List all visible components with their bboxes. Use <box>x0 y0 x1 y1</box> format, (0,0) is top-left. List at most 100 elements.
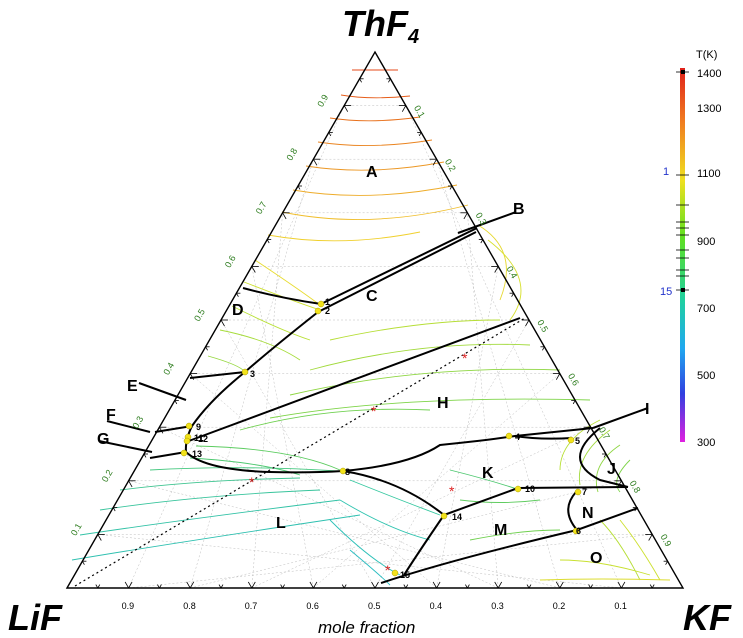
tick-mark <box>220 319 225 327</box>
invariant-point <box>514 485 522 493</box>
grid-line <box>467 212 499 589</box>
invariant-point <box>574 488 582 496</box>
component-label-thf4: ThF4 <box>342 3 419 48</box>
invariant-point-numbers: 1 2 3 4 5 6 7 8 9 10 11 12 13 14 15 <box>192 297 587 580</box>
composition-grid <box>97 105 653 589</box>
phase-boundaries <box>98 211 649 584</box>
right-tick-label: 0.2 <box>443 157 458 173</box>
tick-mark <box>159 584 162 589</box>
colorbar-tick-700: 700 <box>697 303 715 315</box>
component-label-lif: LiF <box>8 597 63 638</box>
tick-mark <box>236 293 239 297</box>
tick-mark <box>590 584 593 589</box>
tick-mark <box>157 584 160 589</box>
tick-mark <box>405 584 409 589</box>
grid-line <box>374 319 530 589</box>
colorbar-title: T(K) <box>696 49 717 61</box>
bottom-tick-label: 0.3 <box>491 601 504 611</box>
tick-mark <box>526 584 530 589</box>
tick-mark <box>432 159 437 166</box>
tick-mark <box>313 159 318 166</box>
colorbar-gradient <box>680 68 685 442</box>
tick-mark <box>313 581 318 589</box>
tick-mark <box>388 78 391 83</box>
sample-markers: * * * * * <box>249 350 468 578</box>
region-label-I: I <box>645 401 649 418</box>
right-tick-label: 0.9 <box>658 532 673 548</box>
component-label-thf4-main: ThF <box>342 3 409 44</box>
tick-mark <box>463 212 468 220</box>
point-label-4: 4 <box>515 432 520 442</box>
region-label-H: H <box>437 395 449 412</box>
tick-mark <box>174 400 178 405</box>
invariant-point <box>241 368 249 376</box>
tick-mark <box>480 239 484 244</box>
tick-mark <box>218 584 222 589</box>
tick-mark <box>205 346 208 351</box>
right-tick-label: 0.3 <box>474 211 489 227</box>
tick-mark <box>555 373 561 380</box>
point-label-6: 6 <box>576 526 581 536</box>
composition-path-line <box>74 317 526 587</box>
right-tick-label: 0.1 <box>412 104 427 120</box>
invariant-point <box>185 422 193 430</box>
invariant-point <box>505 432 513 440</box>
invariant-point <box>180 449 188 457</box>
invariant-point <box>391 569 399 577</box>
region-label-N: N <box>582 505 594 522</box>
bottom-tick-label: 0.2 <box>553 601 566 611</box>
region-label-B: B <box>513 201 525 218</box>
point-label-12: 12 <box>198 434 208 444</box>
point-label-15: 15 <box>400 570 410 580</box>
point-label-2: 2 <box>325 306 330 316</box>
invariant-points <box>180 300 582 577</box>
tick-mark <box>617 581 622 589</box>
tick-mark <box>95 584 99 589</box>
tick-mark <box>617 480 622 488</box>
tick-mark <box>449 185 453 190</box>
colorbar-tick-300: 300 <box>697 437 715 449</box>
colorbar-tick-1100: 1100 <box>697 168 721 180</box>
tick-mark <box>432 581 437 589</box>
tick-mark <box>97 584 101 589</box>
invariant-point <box>567 436 575 444</box>
sample-marker: * <box>385 562 391 578</box>
tick-mark <box>494 266 499 273</box>
tick-mark <box>374 581 379 589</box>
tick-mark <box>297 185 301 190</box>
axis-tick-labels: 0.9 0.8 0.7 0.6 0.5 0.4 0.3 0.2 0.1 0.9 0.8 0.7 0.6 0… <box>69 93 674 611</box>
tick-mark <box>559 581 564 589</box>
invariant-point <box>183 437 191 445</box>
isotherm-contours <box>71 69 671 586</box>
tick-mark <box>128 581 133 589</box>
grid-line <box>159 426 499 589</box>
point-label-13: 13 <box>192 449 202 459</box>
tick-mark <box>328 132 332 137</box>
colorbar-tick-1400: 1400 <box>697 68 721 80</box>
tick-mark <box>603 453 607 458</box>
invariant-point <box>339 467 347 475</box>
tick-mark <box>525 319 530 327</box>
colorbar-marker-label-15: 15 <box>660 286 672 298</box>
tick-mark <box>309 581 314 589</box>
invariant-point <box>314 307 322 315</box>
tick-mark <box>651 584 655 589</box>
tick-mark <box>665 561 668 565</box>
temperature-colorbar: T(K) 1400 1300 1100 900 700 500 300 1 15 <box>660 49 721 449</box>
tick-mark <box>528 584 532 589</box>
phase-region-labels: A B C D E F G H I J K L M N O <box>97 164 649 567</box>
tick-mark <box>186 581 191 589</box>
point-label-14: 14 <box>452 512 462 522</box>
component-label-thf4-subscript: 4 <box>407 26 419 48</box>
point-label-8: 8 <box>345 467 350 477</box>
left-tick-label: 0.7 <box>254 200 269 216</box>
region-label-K: K <box>482 465 494 482</box>
colorbar-marker-label-1: 1 <box>663 166 669 178</box>
region-label-C: C <box>366 288 378 305</box>
invariant-point <box>440 512 448 520</box>
tick-mark <box>282 212 287 220</box>
invariant-point <box>572 527 580 535</box>
colorbar-marker-top <box>681 70 685 74</box>
bottom-tick-label: 0.6 <box>306 601 319 611</box>
